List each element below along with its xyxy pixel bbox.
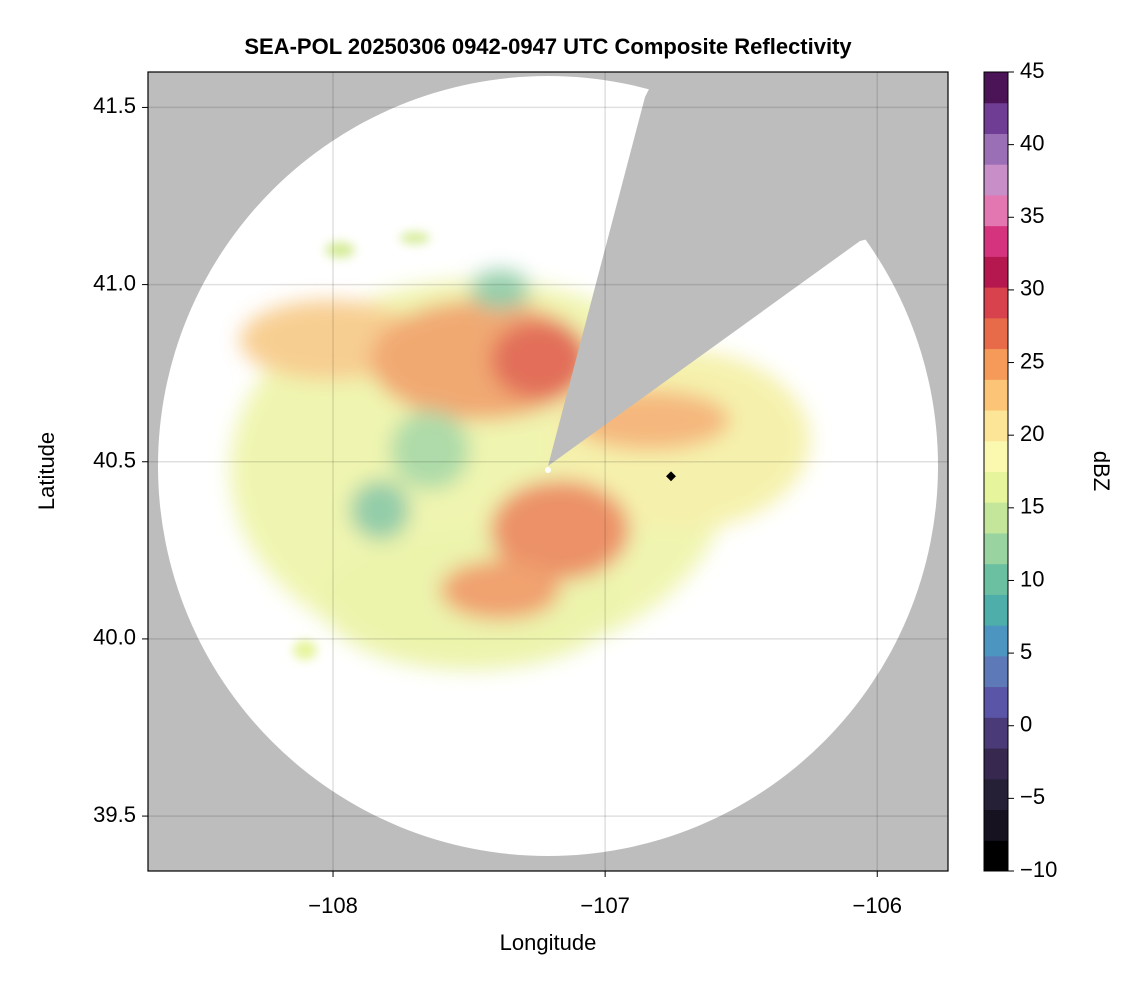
colorbar-tick-label: 40 bbox=[1020, 130, 1044, 155]
colorbar-bin bbox=[984, 717, 1008, 749]
colorbar-bin bbox=[984, 778, 1008, 811]
colorbar-bin bbox=[984, 440, 1008, 472]
colorbar-tick-label: 45 bbox=[1020, 58, 1044, 83]
reflectivity-cells bbox=[293, 232, 430, 660]
colorbar-bin bbox=[984, 256, 1008, 288]
colorbar-frame bbox=[983, 71, 1009, 872]
colorbar-label: dBZ bbox=[1089, 451, 1114, 491]
colorbar-bin bbox=[984, 471, 1008, 503]
colorbar-bin bbox=[984, 287, 1008, 319]
colorbar-tick-label: −10 bbox=[1020, 857, 1057, 882]
y-tick-label: 39.5 bbox=[93, 802, 136, 827]
x-tick-label: −106 bbox=[852, 893, 902, 918]
colorbar-bin bbox=[984, 625, 1008, 657]
colorbar-bin bbox=[984, 594, 1008, 626]
colorbar-tick-label: 10 bbox=[1020, 566, 1044, 591]
colorbar-tick-label: 25 bbox=[1020, 348, 1044, 373]
colorbar-bin bbox=[984, 133, 1008, 165]
colorbar-bin bbox=[984, 194, 1008, 227]
colorbar-bin bbox=[984, 72, 1008, 104]
x-tick-label: −107 bbox=[580, 893, 630, 918]
marker bbox=[666, 471, 676, 482]
x-tick-label: −108 bbox=[308, 893, 358, 918]
plot-frame bbox=[147, 71, 949, 872]
y-tick-label: 41.5 bbox=[93, 93, 136, 118]
colorbar-tick-label: 20 bbox=[1020, 421, 1044, 446]
colorbar-bin bbox=[984, 225, 1008, 257]
colorbar-tick-label: −5 bbox=[1020, 784, 1045, 809]
blocked-sector bbox=[548, 72, 948, 466]
colorbar-bin bbox=[984, 164, 1008, 196]
colorbar-bin bbox=[984, 348, 1008, 380]
colorbar-bin bbox=[984, 563, 1008, 595]
x-axis-label: Longitude bbox=[500, 930, 597, 955]
colorbar-bin bbox=[984, 379, 1008, 411]
y-tick-label: 41.0 bbox=[93, 270, 136, 295]
colorbar-tick-label: 0 bbox=[1020, 712, 1032, 737]
colorbar-tick-label: 15 bbox=[1020, 494, 1044, 519]
colorbar-bin bbox=[984, 532, 1008, 565]
colorbar-bin bbox=[984, 317, 1008, 350]
y-tick-label: 40.0 bbox=[93, 625, 136, 650]
radar-field bbox=[158, 72, 948, 856]
y-axis-label: Latitude bbox=[34, 432, 59, 510]
colorbar-bin bbox=[984, 686, 1008, 718]
colorbar-bin bbox=[984, 748, 1008, 780]
colorbar-bin bbox=[984, 809, 1008, 841]
colorbar-tick-label: 35 bbox=[1020, 203, 1044, 228]
colorbar-bin bbox=[984, 840, 1008, 872]
colorbar-bin bbox=[984, 102, 1008, 134]
colorbar-bin bbox=[984, 655, 1008, 688]
y-tick-label: 40.5 bbox=[93, 448, 136, 473]
colorbar-tick-label: 5 bbox=[1020, 639, 1032, 664]
colorbar-bin bbox=[984, 410, 1008, 442]
radar-site bbox=[545, 467, 551, 473]
colorbar-bin bbox=[984, 502, 1008, 534]
colorbar-tick-label: 30 bbox=[1020, 276, 1044, 301]
chart-title: SEA-POL 20250306 0942-0947 UTC Composite… bbox=[244, 34, 852, 59]
